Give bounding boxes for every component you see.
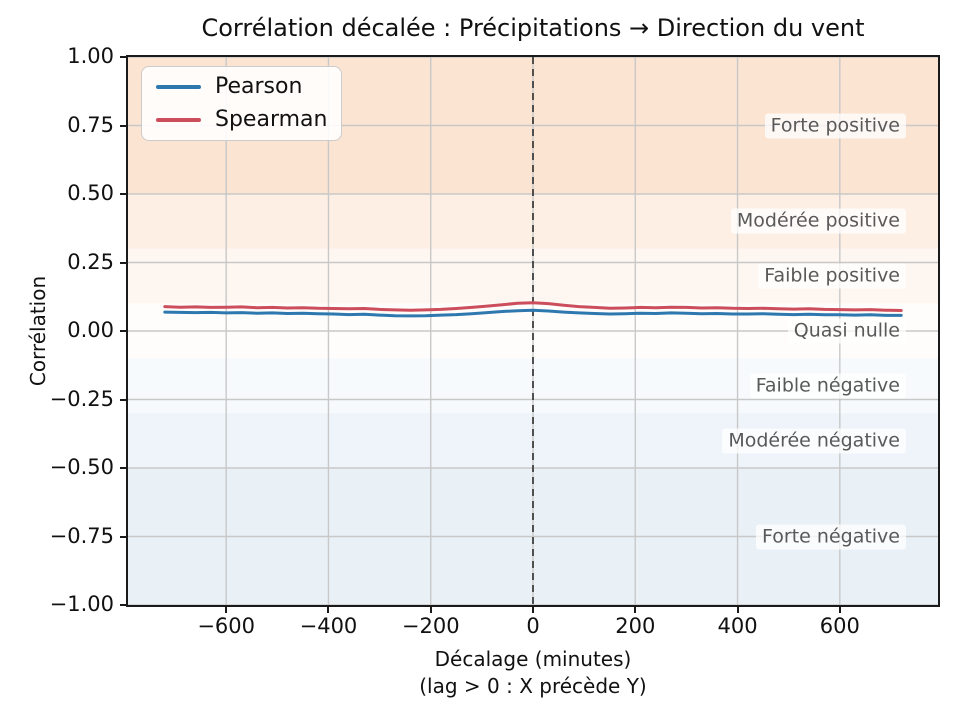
legend-label-pearson: Pearson [215,74,303,99]
y-tick-label-0-50: −0.50 [49,455,114,479]
series-pearson-line [163,308,903,318]
y-tick-0-00 [120,330,126,332]
y-tick-label-1-00: 1.00 [67,44,114,68]
y-tick-0-75 [120,535,126,538]
x-tick-label-400: 400 [717,614,758,638]
y-tick-1-00 [120,604,126,606]
x-tick-600 [838,607,841,613]
band-label-forte-positive: Forte positive [764,113,906,138]
x-axis-label-line1: Décalage (minutes) [434,647,632,671]
x-tick-label-600: −600 [197,614,256,638]
x-tick-0 [532,607,534,613]
chart-title: Corrélation décalée : Précipitations → D… [201,14,865,42]
legend-line-sample-pearson [156,85,201,89]
x-axis-label-line2: (lag > 0 : X précède Y) [419,674,647,698]
y-tick-0-75 [120,124,126,127]
y-tick-label-0-75: −0.75 [49,523,114,548]
band-label-faible-negative: Faible négative [749,373,906,399]
y-tick-label-0-25: 0.25 [67,249,114,274]
y-tick-0-50 [120,467,126,469]
series-spearman-line [163,301,903,312]
x-tick-label-0: 0 [526,614,540,638]
x-tick-200 [634,607,637,613]
x-axis-label: Décalage (minutes) (lag > 0 : X précède … [128,646,938,700]
x-tick-400 [736,607,739,613]
y-tick-1-00 [120,56,126,58]
y-tick-label-0-50: 0.50 [67,181,114,205]
x-tick-label-400: −400 [299,614,358,638]
y-tick-label-1-00: −1.00 [49,592,114,616]
y-tick-0-25 [120,261,126,264]
y-tick-label-0-75: 0.75 [67,112,114,137]
y-tick-0-50 [120,193,126,195]
y-tick-0-25 [120,398,126,401]
x-tick-label-600: 600 [819,614,860,638]
plot-area: Forte positive Modérée positive Faible pos… [126,55,940,607]
band-label-forte-negative: Forte négative [756,524,906,549]
x-tick-400 [327,607,330,613]
legend-item-spearman: Spearman [156,108,327,132]
x-tick-600 [225,607,228,613]
y-tick-label-0-25: −0.25 [49,386,114,411]
x-tick-label-200: −200 [401,614,460,638]
legend-label-spearman: Spearman [215,107,328,132]
band-label-moderee-positive: Modérée positive [730,208,906,234]
x-tick-200 [429,607,432,613]
band-label-quasi-nulle: Quasi nulle [787,318,906,344]
legend-item-pearson: Pearson [156,75,327,99]
x-tick-label-200: 200 [615,614,656,638]
legend: Pearson Spearman [141,66,343,141]
band-label-faible-positive: Faible positive [758,263,906,289]
band-label-moderee-negative: Modérée négative [722,428,906,454]
legend-line-sample-spearman [156,118,201,122]
y-tick-label-0-00: 0.00 [67,318,114,342]
